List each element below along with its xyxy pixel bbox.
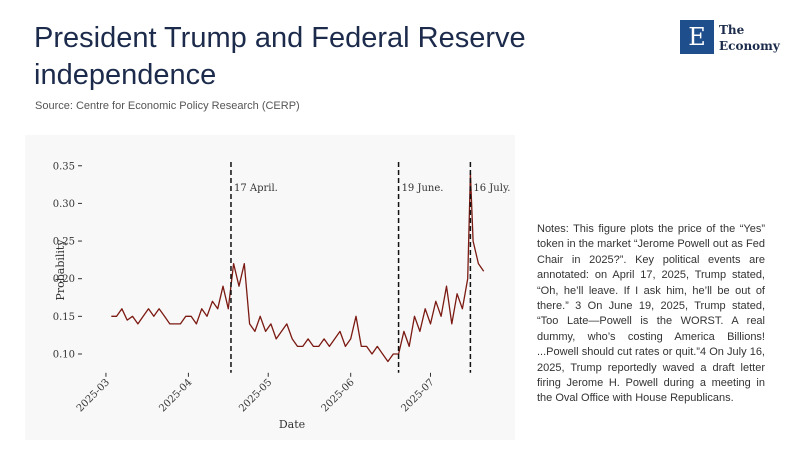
y-tick-label: 0.25 (53, 237, 75, 248)
chart-panel (25, 135, 515, 440)
title: President Trump and Federal Reserve inde… (34, 20, 526, 94)
data-line (111, 172, 485, 363)
source: Source: Centre for Economic Policy Resea… (35, 100, 300, 112)
title-line: independence (34, 59, 217, 91)
y-tick-label: 0.35 (53, 161, 75, 172)
y-tick-label: 0.20 (53, 274, 75, 285)
x-axis-label: Date (279, 418, 305, 431)
notes: Notes: This figure plots the price of th… (537, 223, 765, 405)
y-tick-label: 0.30 (53, 199, 75, 210)
event-label: 19 June. (402, 183, 444, 194)
y-axis-label: Probability (54, 239, 67, 301)
title-line: President Trump and Federal Reserve (34, 22, 526, 54)
y-tick-label: 0.10 (53, 349, 75, 360)
event-label: 17 April. (234, 183, 278, 194)
event-label: 16 July. (473, 183, 510, 194)
y-tick-label: 0.15 (53, 312, 75, 323)
